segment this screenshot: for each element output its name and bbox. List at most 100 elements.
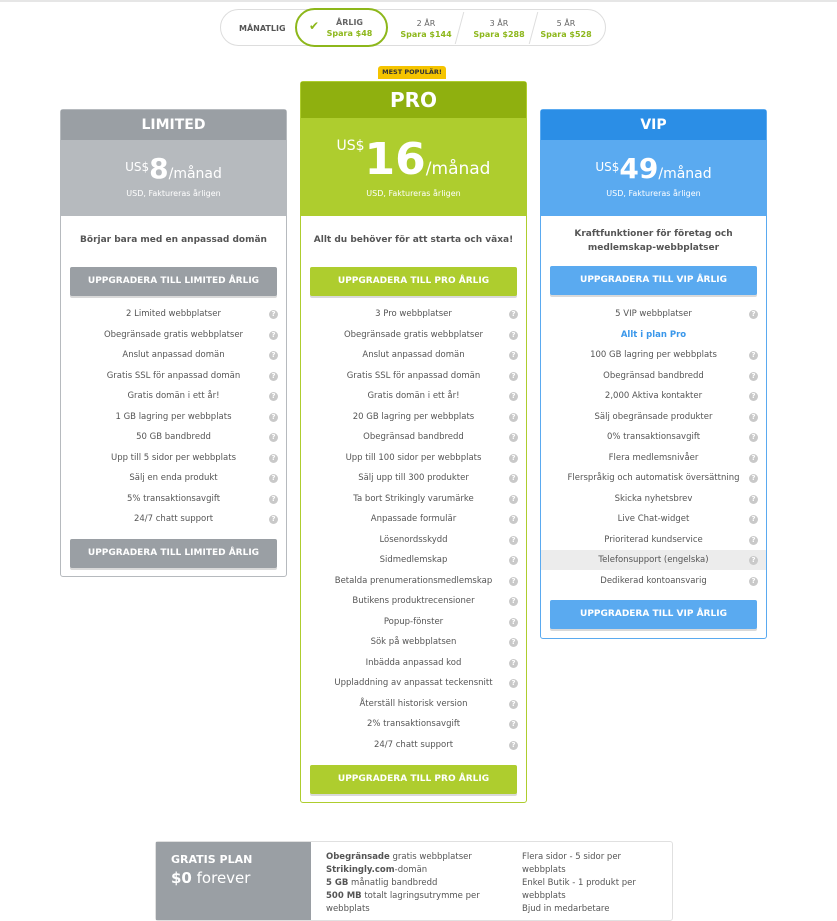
- help-icon[interactable]: ?: [509, 310, 518, 319]
- help-icon[interactable]: ?: [509, 720, 518, 729]
- free-plan-features-col1: Obegränsade gratis webbplatser Strikingly…: [326, 851, 506, 916]
- feature-item: Gratis domän i ett år!?: [61, 386, 286, 406]
- feature-item: 0% transaktionsavgift?: [541, 427, 766, 447]
- help-icon[interactable]: ?: [749, 494, 758, 504]
- help-icon[interactable]: ?: [269, 412, 278, 422]
- help-icon[interactable]: ?: [749, 433, 758, 442]
- feature-label: Betalda prenumerationsmedlemskap: [334, 575, 493, 586]
- feature-label: 3 Pro webbplatser: [375, 309, 452, 319]
- feature-item: Sälj obegränsade produkter?: [541, 407, 766, 427]
- feature-label: 24/7 chatt support: [133, 514, 214, 524]
- help-icon[interactable]: ?: [749, 453, 758, 463]
- help-icon[interactable]: ?: [269, 433, 278, 442]
- help-icon[interactable]: ?: [509, 412, 518, 422]
- help-icon[interactable]: ?: [509, 638, 518, 647]
- upgrade-limited-button-bottom[interactable]: UPPGRADERA TILL LIMITED ÅRLIG: [70, 539, 277, 568]
- feature-item: Upp till 100 sidor per webbplats?: [301, 448, 526, 468]
- feature-label: 100 GB lagring per webbplats: [590, 350, 717, 360]
- free-feature: Enkel Butik - 1 produkt per webbplats: [522, 878, 636, 901]
- billing-note: USD, Faktureras årligen: [606, 189, 701, 198]
- feature-item: 5% transaktionsavgift?: [61, 489, 286, 509]
- help-icon[interactable]: ?: [509, 535, 518, 545]
- feature-label: Obegränsade gratis webbplatser: [343, 329, 484, 340]
- free-feature: 5 GB månatlig bandbredd: [326, 877, 506, 890]
- help-icon[interactable]: ?: [749, 351, 758, 360]
- feature-item: Obegränsade gratis webbplatser?: [61, 325, 286, 345]
- feature-label: Anslut anpassad domän: [122, 350, 225, 360]
- help-icon[interactable]: ?: [749, 556, 758, 565]
- help-icon[interactable]: ?: [749, 412, 758, 422]
- feature-label: 0% transaktionsavgift: [606, 432, 701, 442]
- feature-label: Gratis SSL för anpassad domän: [346, 370, 481, 381]
- option-label: 3 ÅR: [489, 19, 509, 28]
- feature-label: Återställ historisk version: [359, 698, 468, 709]
- feature-label: Inbädda anpassad kod: [365, 657, 462, 668]
- feature-label: 2,000 Aktiva kontakter: [604, 391, 703, 401]
- help-icon[interactable]: ?: [509, 658, 518, 668]
- help-icon[interactable]: ?: [509, 494, 518, 504]
- currency: US$: [595, 160, 620, 174]
- help-icon[interactable]: ?: [749, 392, 758, 401]
- feature-item: Anpassade formulär?: [301, 509, 526, 529]
- feature-label: 2 Limited webbplatser: [126, 309, 221, 319]
- help-icon[interactable]: ?: [749, 535, 758, 545]
- upgrade-pro-button[interactable]: UPPGRADERA TILL PRO ÅRLIG: [310, 267, 517, 296]
- upgrade-vip-button-bottom[interactable]: UPPGRADERA TILL VIP ÅRLIG: [550, 600, 757, 629]
- help-icon[interactable]: ?: [269, 310, 278, 319]
- feature-label: Sälj en enda produkt: [129, 473, 218, 483]
- option-5-years[interactable]: 5 ÅR Spara $528: [531, 18, 601, 40]
- help-icon[interactable]: ?: [509, 453, 518, 463]
- feature-label: 50 GB bandbredd: [136, 432, 211, 442]
- feature-label: Butikens produktrecensioner: [352, 596, 475, 606]
- help-icon[interactable]: ?: [509, 556, 518, 565]
- help-icon[interactable]: ?: [509, 597, 518, 606]
- feature-item: Ta bort Strikingly varumärke?: [301, 489, 526, 509]
- help-icon[interactable]: ?: [749, 474, 758, 483]
- upgrade-limited-button[interactable]: UPPGRADERA TILL LIMITED ÅRLIG: [70, 267, 277, 296]
- help-icon[interactable]: ?: [269, 474, 278, 483]
- option-savings: Spara $48: [326, 29, 373, 38]
- option-yearly[interactable]: ✔ ÅRLIG Spara $48: [295, 8, 388, 47]
- feature-item: Upp till 5 sidor per webbplats?: [61, 448, 286, 468]
- feature-item: 3 Pro webbplatser?: [301, 304, 526, 324]
- help-icon[interactable]: ?: [749, 515, 758, 524]
- option-savings: Spara $144: [400, 30, 452, 39]
- free-plan-panel: GRATIS PLAN $0 forever Obegränsade grati…: [155, 841, 673, 921]
- help-icon[interactable]: ?: [509, 576, 518, 586]
- billing-note: USD, Faktureras årligen: [126, 189, 221, 198]
- help-icon[interactable]: ?: [509, 699, 518, 709]
- help-icon[interactable]: ?: [509, 617, 518, 627]
- feature-item: Skicka nyhetsbrev?: [541, 489, 766, 509]
- feature-item: 2 Limited webbplatser?: [61, 304, 286, 324]
- option-2-years[interactable]: 2 ÅR Spara $144: [391, 18, 461, 40]
- help-icon[interactable]: ?: [269, 330, 278, 340]
- help-icon[interactable]: ?: [509, 679, 518, 688]
- help-icon[interactable]: ?: [269, 351, 278, 360]
- help-icon[interactable]: ?: [509, 330, 518, 340]
- option-monthly[interactable]: MÅNATLIG: [239, 24, 286, 33]
- help-icon[interactable]: ?: [269, 494, 278, 504]
- help-icon[interactable]: ?: [749, 371, 758, 381]
- option-savings: Spara $288: [473, 30, 525, 39]
- help-icon[interactable]: ?: [509, 433, 518, 442]
- help-icon[interactable]: ?: [509, 371, 518, 381]
- help-icon[interactable]: ?: [509, 515, 518, 524]
- help-icon[interactable]: ?: [509, 474, 518, 483]
- help-icon[interactable]: ?: [269, 453, 278, 463]
- help-icon[interactable]: ?: [749, 310, 758, 319]
- help-icon[interactable]: ?: [509, 351, 518, 360]
- free-plan-header: GRATIS PLAN $0 forever: [156, 842, 311, 920]
- feature-item: 50 GB bandbredd?: [61, 427, 286, 447]
- feature-item: Flera medlemsnivåer?: [541, 448, 766, 468]
- help-icon[interactable]: ?: [749, 576, 758, 586]
- help-icon[interactable]: ?: [509, 740, 518, 750]
- help-icon[interactable]: ?: [269, 515, 278, 524]
- help-icon[interactable]: ?: [509, 392, 518, 401]
- help-icon[interactable]: ?: [269, 392, 278, 401]
- feature-item: 2% transaktionsavgift?: [301, 714, 526, 734]
- option-label: 2 ÅR: [416, 19, 436, 28]
- upgrade-pro-button-bottom[interactable]: UPPGRADERA TILL PRO ÅRLIG: [310, 765, 517, 794]
- help-icon[interactable]: ?: [269, 371, 278, 381]
- option-3-years[interactable]: 3 ÅR Spara $288: [464, 18, 534, 40]
- upgrade-vip-button[interactable]: UPPGRADERA TILL VIP ÅRLIG: [550, 266, 757, 295]
